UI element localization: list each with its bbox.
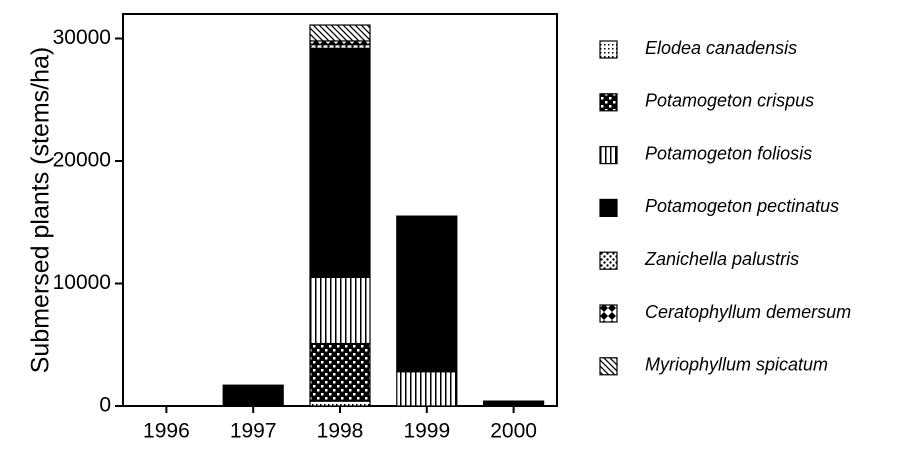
- legend-swatch: [599, 93, 618, 112]
- legend-swatch: [599, 198, 618, 217]
- legend-swatch: [599, 146, 618, 165]
- bar-segment: [309, 342, 371, 402]
- legend-label: Elodea canadensis: [645, 38, 797, 58]
- y-tick-label: 30000: [53, 26, 111, 49]
- legend-swatch: [599, 304, 618, 323]
- x-tick-label: 1996: [143, 420, 190, 443]
- y-tick-label: 0: [99, 394, 111, 417]
- y-tick-label: 10000: [53, 271, 111, 294]
- bar-segment: [309, 400, 371, 407]
- legend-label: Potamogeton crispus: [645, 91, 814, 111]
- legend-swatch: [599, 357, 618, 376]
- bar-segment: [309, 24, 371, 42]
- x-tick-label: 1997: [230, 420, 277, 443]
- legend-swatch: [599, 251, 618, 270]
- bar-segment: [309, 276, 371, 345]
- x-tick-label: 1999: [403, 420, 450, 443]
- legend-label: Potamogeton pectinatus: [645, 196, 839, 216]
- y-axis-label: Submersed plants (stems/ha): [27, 47, 55, 374]
- bar-segment: [483, 400, 545, 407]
- legend-label: Ceratophyllum demersum: [645, 302, 851, 322]
- bar-segment: [222, 384, 284, 407]
- legend-label: Zanichella palustris: [644, 249, 799, 269]
- legend-label: Potamogeton foliosis: [645, 143, 812, 163]
- bar-segment: [396, 371, 458, 407]
- x-tick-label: 2000: [490, 420, 537, 443]
- bar-segment: [309, 47, 371, 278]
- x-tick-label: 1998: [317, 420, 364, 443]
- bar-segment: [396, 215, 458, 373]
- y-tick-label: 20000: [53, 149, 111, 172]
- legend-label: Myriophyllum spicatum: [645, 355, 828, 375]
- legend-swatch: [599, 40, 618, 59]
